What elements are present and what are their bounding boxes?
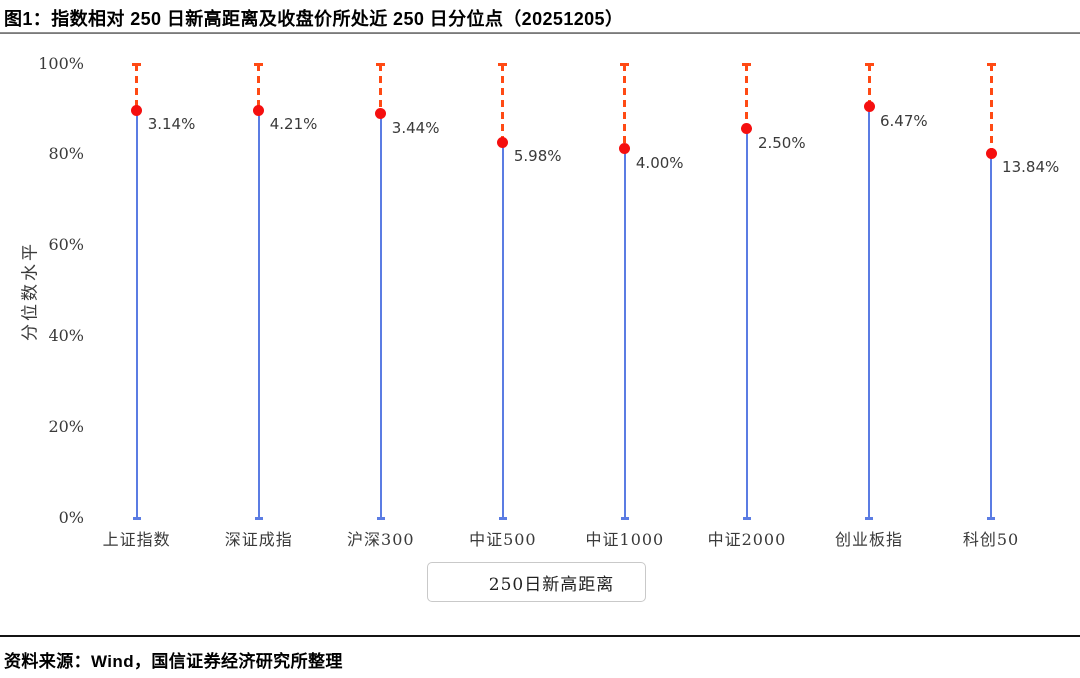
x-axis-category-label: 科创50 — [962, 530, 1020, 549]
data-point-dot — [619, 143, 631, 155]
range-top-cap — [620, 62, 630, 66]
stem-bottom-cap — [498, 516, 507, 520]
data-point-label: 6.47% — [880, 111, 928, 130]
data-point-label: 4.21% — [269, 115, 318, 134]
percentile-stem-line — [379, 113, 382, 519]
range-top-cap — [864, 62, 874, 66]
chart-legend: 250日新高距离 — [427, 562, 646, 602]
x-axis-category-label: 深证成指 — [224, 530, 293, 549]
range-dashed-line — [989, 63, 993, 151]
y-axis-tick-label: 80% — [48, 144, 84, 164]
stem-bottom-cap — [620, 516, 629, 520]
x-axis-category-label: 创业板指 — [834, 530, 903, 549]
data-point-label: 3.14% — [147, 115, 196, 134]
range-top-cap — [254, 62, 264, 66]
stem-bottom-cap — [865, 516, 873, 520]
y-axis-tick-label: 60% — [48, 235, 84, 255]
y-axis-tick-label: 0% — [58, 508, 84, 528]
data-point-label: 4.00% — [635, 153, 684, 172]
percentile-stem-line — [990, 153, 993, 519]
range-dashed-line — [867, 63, 871, 104]
range-dashed-line — [257, 63, 261, 108]
range-top-cap — [132, 62, 142, 66]
data-point-dot — [863, 101, 875, 113]
stem-bottom-cap — [987, 516, 996, 520]
data-point-label: 3.44% — [391, 118, 440, 137]
x-axis-category-label: 中证2000 — [707, 530, 787, 549]
x-axis-category-label: 中证1000 — [585, 530, 665, 549]
x-axis-category-label: 中证500 — [469, 530, 537, 549]
figure-title: 图1：指数相对 250 日新高距离及收盘价所处近 250 日分位点（202512… — [4, 9, 624, 29]
data-point-label: 13.84% — [1002, 158, 1060, 177]
legend-marker-red-dot — [453, 577, 464, 588]
x-axis-category-label: 沪深300 — [347, 530, 415, 549]
percentile-stem-line — [501, 142, 504, 519]
range-dashed-line — [135, 63, 139, 108]
y-axis-tick-label: 20% — [48, 417, 84, 437]
footer-divider-line — [0, 635, 1080, 637]
data-point-dot — [131, 104, 143, 116]
range-top-cap — [376, 62, 386, 66]
stem-bottom-cap — [132, 516, 141, 520]
percentile-stem-line — [745, 128, 748, 519]
range-dashed-line — [501, 63, 505, 140]
percentile-stem-line — [257, 110, 260, 519]
range-top-cap — [498, 62, 508, 66]
data-point-dot — [497, 136, 509, 148]
data-source-note: 资料来源：Wind，国信证券经济研究所整理 — [4, 652, 343, 671]
range-dashed-line — [745, 63, 749, 126]
data-point-label: 5.98% — [513, 147, 562, 166]
title-divider-line — [0, 32, 1080, 34]
stem-bottom-cap — [376, 516, 385, 520]
stem-bottom-cap — [742, 516, 751, 520]
y-axis-tick-label: 100% — [38, 53, 84, 73]
data-point-dot — [985, 147, 997, 159]
chart-plot-area: 分位数水平 0% 20% 40% 60% 80% 100% 3.14% 上证指数 4.21% 深证… — [21, 53, 1060, 550]
stem-bottom-cap — [254, 516, 263, 520]
percentile-stem-line — [868, 106, 870, 519]
range-dashed-line — [623, 63, 627, 146]
y-axis-tick-label: 40% — [48, 326, 84, 346]
range-top-cap — [986, 62, 996, 66]
data-point-dot — [253, 104, 265, 116]
data-point-label: 2.50% — [757, 133, 806, 152]
range-top-cap — [742, 62, 752, 66]
x-axis-category-label: 上证指数 — [102, 530, 171, 549]
range-dashed-line — [379, 63, 383, 111]
data-point-dot — [741, 123, 753, 135]
percentile-stem-line — [623, 148, 626, 519]
legend-label: 250日新高距离 — [488, 574, 615, 595]
percentile-stem-line — [135, 110, 138, 519]
data-point-dot — [375, 108, 387, 120]
